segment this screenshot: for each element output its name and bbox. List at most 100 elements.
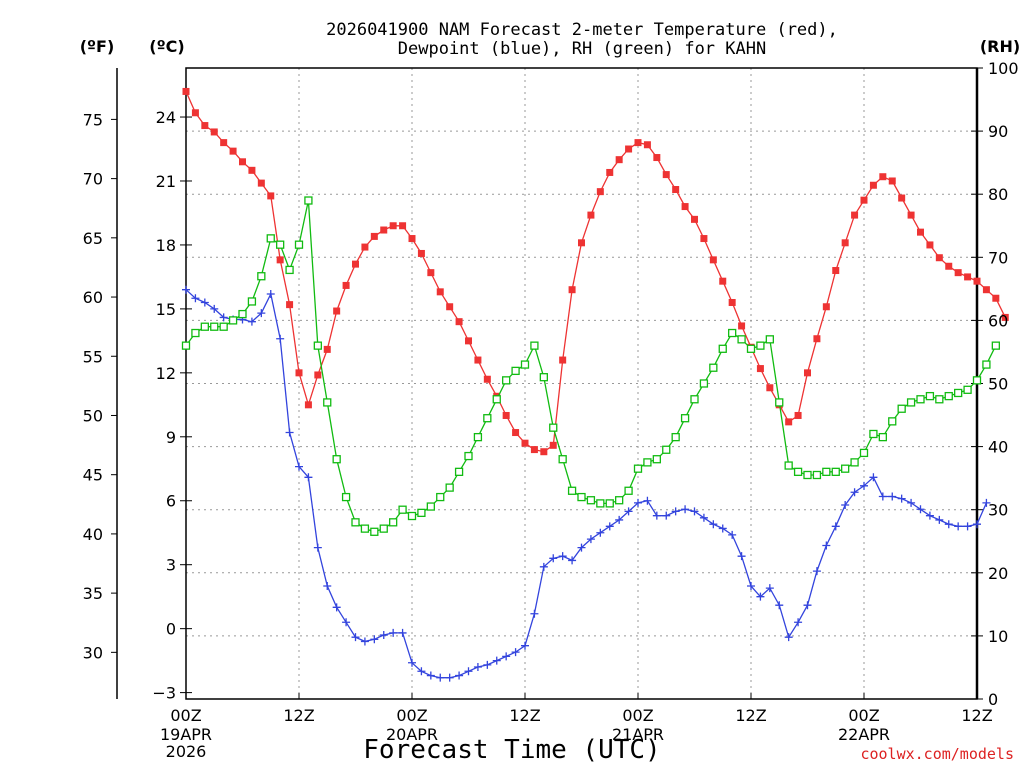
data-point: [785, 418, 793, 426]
data-point: [831, 522, 840, 531]
data-point: [765, 584, 774, 593]
fahrenheit-tick-label: 70: [83, 170, 103, 189]
data-point: [436, 673, 445, 682]
data-point: [351, 518, 360, 527]
data-point: [549, 441, 557, 449]
tick-labels: −3 0 3 6 9 12 15 18 21 24 30 35 40 45 50 55 60 65 70 75 0 10 2…: [83, 59, 1019, 761]
x-axis-label: Forecast Time (UTC): [363, 735, 660, 765]
series-line: [185, 200, 997, 533]
data-point: [897, 404, 906, 413]
data-point: [182, 285, 190, 294]
data-point: [756, 341, 765, 350]
data-point: [982, 286, 990, 294]
data-point: [436, 288, 444, 296]
data-point: [502, 376, 511, 385]
data-point: [267, 192, 275, 200]
data-point: [567, 486, 577, 495]
data-point: [841, 239, 849, 247]
data-point: [314, 371, 322, 379]
rh-tick-label: 60: [988, 311, 1008, 330]
data-point: [530, 609, 539, 618]
data-point: [822, 541, 831, 550]
data-point: [295, 369, 303, 377]
data-point: [718, 344, 727, 353]
data-point: [304, 196, 313, 205]
data-point: [483, 375, 491, 383]
data-point: [559, 356, 567, 364]
data-point: [558, 455, 567, 464]
celsius-tick-label: 24: [156, 108, 176, 127]
data-point: [502, 411, 510, 419]
data-point: [455, 318, 463, 326]
celsius-tick-label: −3: [152, 684, 176, 703]
fahrenheit-tick-label: 35: [83, 584, 103, 603]
data-point: [228, 316, 238, 325]
series-rh: [181, 196, 1000, 536]
data-point: [370, 635, 379, 644]
series-line: [185, 289, 987, 679]
data-point: [285, 265, 294, 275]
data-point: [332, 603, 341, 612]
data-point: [464, 451, 473, 461]
data-point: [878, 432, 887, 442]
data-point: [285, 428, 294, 437]
x-tick-sublabel: 19APR: [160, 725, 212, 744]
data-point: [596, 188, 604, 196]
data-point: [464, 667, 473, 676]
data-point: [925, 511, 934, 520]
data-point: [728, 328, 737, 338]
data-point: [238, 309, 247, 319]
celsius-tick-label: 0: [166, 620, 176, 639]
data-point: [982, 498, 991, 507]
data-point: [578, 239, 585, 247]
data-point: [389, 518, 398, 527]
data-point: [812, 470, 822, 480]
series-line: [185, 91, 1006, 453]
data-point: [794, 411, 802, 419]
data-point: [963, 385, 972, 394]
data-point: [803, 601, 812, 610]
rh-tick-label: 90: [988, 122, 1008, 141]
data-point: [417, 667, 426, 676]
data-point: [925, 391, 935, 401]
x-tick-label: 12Z: [961, 706, 992, 725]
data-point: [944, 391, 953, 401]
data-point: [765, 335, 774, 344]
data-point: [812, 567, 821, 576]
data-point: [276, 240, 285, 249]
data-point: [897, 494, 906, 503]
x-tick-sublabel: 2026: [166, 742, 207, 761]
data-point: [860, 196, 868, 204]
data-point: [822, 467, 831, 476]
data-point: [295, 462, 303, 471]
data-point: [360, 637, 369, 646]
data-point: [549, 554, 558, 563]
data-point: [869, 181, 877, 189]
data-point: [926, 241, 934, 249]
x-tick-label: 00Z: [396, 706, 427, 725]
data-point: [266, 289, 275, 298]
data-point: [408, 235, 416, 243]
rh-tick-label: 40: [988, 438, 1008, 457]
data-point: [935, 395, 944, 404]
data-point: [860, 481, 868, 490]
data-point: [738, 322, 746, 330]
data-point: [624, 507, 633, 516]
data-point: [652, 455, 661, 464]
data-point: [832, 267, 840, 275]
x-tick-label: 12Z: [283, 706, 314, 725]
data-point: [399, 222, 407, 230]
celsius-tick-label: 12: [156, 364, 176, 383]
data-point: [803, 470, 812, 480]
data-point: [473, 432, 483, 442]
data-point: [398, 628, 407, 637]
data-point: [859, 448, 869, 458]
data-point: [181, 341, 191, 350]
data-point: [804, 369, 811, 377]
data-point: [239, 158, 246, 166]
data-point: [634, 139, 642, 147]
data-point: [520, 360, 530, 369]
data-point: [643, 458, 652, 467]
data-point: [220, 139, 228, 147]
rh-unit-label: (RH): [980, 37, 1020, 56]
